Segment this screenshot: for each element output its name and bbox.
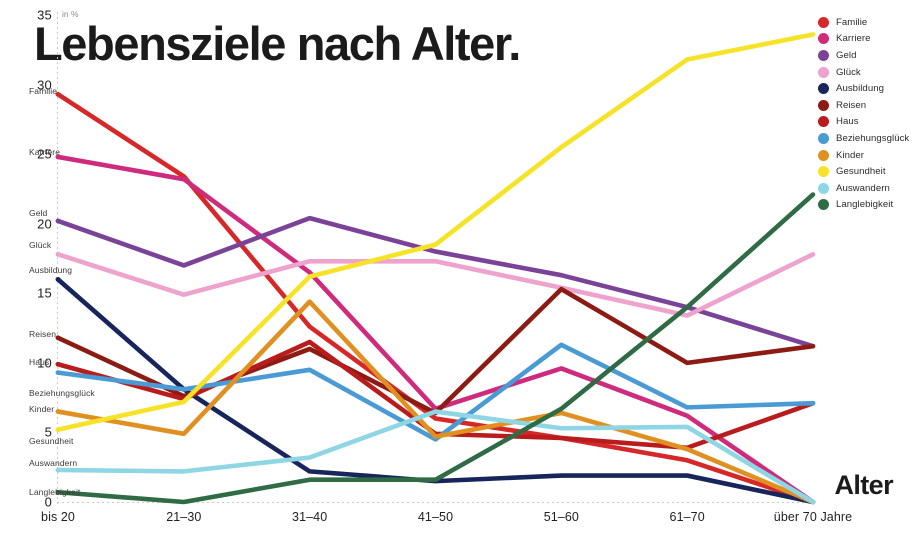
series-start-marker [55,370,61,375]
legend-item[interactable]: Geld [818,47,915,64]
legend-item-label: Ausbildung [836,83,884,95]
y-axis-tick-label: 15 [37,285,52,301]
legend-color-swatch-icon [818,33,829,45]
legend-item-label: Karriere [836,33,871,45]
legend-item[interactable]: Beziehungsglück [818,130,915,147]
y-axis-ticks: 0 5 10 15 20 25 30 35 [0,0,52,533]
inline-series-label: Karriere [29,147,61,157]
x-axis-tick-label: 21–30 [166,510,202,524]
legend-item-label: Geld [836,49,857,61]
series-start-marker [55,409,61,414]
series-start-marker [55,467,61,473]
legend-color-swatch-icon [818,99,829,111]
legend-color-swatch-icon [818,149,829,161]
series-start-marker [55,361,61,367]
legend-color-swatch-icon [818,16,829,28]
series-start-marker [55,335,61,341]
legend-item-label: Auswandern [836,182,890,194]
legend-item[interactable]: Ausbildung [818,80,915,97]
inline-series-label: Geld [29,208,48,218]
series-line [58,302,813,502]
legend-color-swatch-icon [818,66,829,78]
inline-series-label: Kinder [29,404,55,414]
series-start-marker [55,154,61,160]
legend-item[interactable]: Gesundheit [818,163,915,180]
y-axis-line [57,12,58,505]
legend-color-swatch-icon [818,166,829,178]
legend-item-label: Reisen [836,99,867,111]
legend-color-swatch-icon [818,83,829,95]
x-axis-title: Alter [834,470,893,500]
series-line [58,412,813,502]
legend-item-label: Beziehungsglück [836,132,910,144]
inline-series-label: Ausbildung [29,265,73,275]
series-start-marker [55,251,61,257]
legend-item[interactable]: Karriere [818,31,915,48]
inline-series-label: Familie [29,86,58,96]
legend-color-swatch-icon [818,199,829,211]
y-axis-tick-label: 30 [37,77,52,93]
x-axis-tick-label: 51–60 [543,510,579,524]
series-start-marker [55,218,61,224]
y-axis-tick-label: 20 [37,216,52,232]
series-line [58,194,813,502]
page-title: Lebensziele nach Alter. [34,17,521,70]
legend-item[interactable]: Reisen [818,97,915,114]
inline-series-label: Glück [29,240,52,250]
legend-item-label: Langlebigkeit [836,199,894,211]
legend: Familie Karriere Geld Glück Ausbildung Reisen… [818,14,915,213]
x-axis-tick-label: 61–70 [669,510,705,524]
series-start-marker [55,427,61,433]
x-axis-line [57,502,814,503]
y-axis-tick-label: 25 [37,146,52,162]
legend-item[interactable]: Langlebigkeit [818,197,915,214]
legend-item-label: Gesundheit [836,166,886,178]
legend-color-swatch-icon [818,182,829,194]
series-line [58,345,813,440]
series-lines [55,15,813,502]
inline-series-label: Langlebigkeit [29,487,81,497]
series-line [58,34,813,429]
legend-item[interactable]: Familie [818,14,915,31]
legend-item-label: Familie [836,16,868,28]
y-axis-tick-label: 35 [37,7,52,23]
series-line [58,218,813,346]
legend-item[interactable]: Glück [818,64,915,81]
series-start-marker [55,489,61,495]
legend-item[interactable]: Haus [818,114,915,131]
legend-color-swatch-icon [818,132,829,144]
inline-series-label: Reisen [29,329,57,339]
series-start-marker [55,276,61,282]
inline-series-label: Beziehungsglück [29,388,95,398]
x-axis-tick-label: bis 20 [41,510,75,524]
x-axis-tick-label: über 70 Jahre [773,510,853,524]
legend-item[interactable]: Kinder [818,147,915,164]
plot-area [55,15,813,502]
series-line [58,157,813,502]
inline-series-label: Haus [29,357,50,367]
legend-color-swatch-icon [818,116,829,128]
legend-item-label: Kinder [836,149,865,161]
y-axis-tick-label: 0 [44,494,52,510]
series-line [58,254,813,315]
inline-series-label: Auswandern [29,458,78,468]
x-axis-tick-label: 31–40 [292,510,328,524]
legend-item[interactable]: Auswandern [818,180,915,197]
series-line [58,94,813,502]
series-start-marker [55,91,61,97]
y-axis-unit-label: in % [62,9,79,19]
legend-item-label: Glück [836,66,861,78]
legend-color-swatch-icon [818,49,829,61]
y-axis-tick-label: 10 [37,355,52,371]
y-axis-tick-label: 5 [44,424,52,440]
legend-item-label: Haus [836,116,859,128]
inline-series-label: Gesundheit [29,436,74,446]
x-axis-tick-label: 41–50 [417,510,454,524]
